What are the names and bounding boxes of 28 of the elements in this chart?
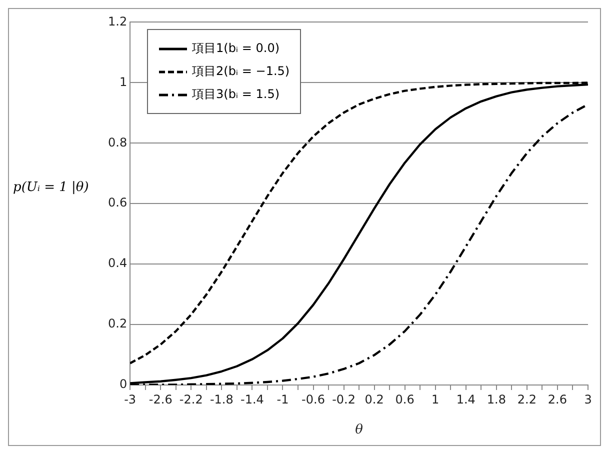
x-tick-label: -1.8 — [210, 392, 234, 406]
x-axis-title: θ — [355, 422, 364, 438]
legend-label: 項目1(bᵢ = 0.0) — [192, 40, 280, 57]
x-tick-label: -0.6 — [302, 392, 325, 406]
x-tick-label: 2.2 — [517, 392, 536, 406]
legend-label: 項目2(bᵢ = −1.5) — [192, 63, 290, 80]
x-tick-label: 3 — [584, 392, 592, 406]
x-tick-label: 2.6 — [548, 392, 568, 406]
y-tick-label: 0.8 — [108, 135, 128, 150]
x-tick-label: -1.4 — [240, 392, 264, 406]
x-tick-label: 1.4 — [456, 392, 476, 406]
x-tick-label: -2.2 — [179, 392, 203, 406]
x-tick-label: -0.2 — [332, 392, 356, 406]
x-tick-label: -1 — [276, 392, 289, 406]
legend-label: 項目3(bᵢ = 1.5) — [192, 86, 280, 103]
x-tick-label: 1.8 — [486, 392, 506, 406]
y-tick-label: 0.6 — [108, 196, 128, 210]
y-tick-label: 1.2 — [108, 14, 128, 28]
x-tick-label: -2.6 — [148, 392, 172, 406]
x-tick-label: -3 — [124, 392, 136, 406]
x-tick-label: 0.6 — [395, 392, 414, 406]
y-tick-label: 0 — [119, 377, 128, 392]
y-tick-label: 0.2 — [108, 316, 128, 331]
y-tick-label: 1 — [119, 74, 128, 89]
x-tick-label: 0.2 — [364, 392, 384, 406]
y-axis-title: p(Uᵢ = 1 |θ) — [12, 180, 90, 194]
y-tick-label: 0.4 — [108, 256, 128, 270]
x-tick-label: 1 — [432, 392, 440, 406]
